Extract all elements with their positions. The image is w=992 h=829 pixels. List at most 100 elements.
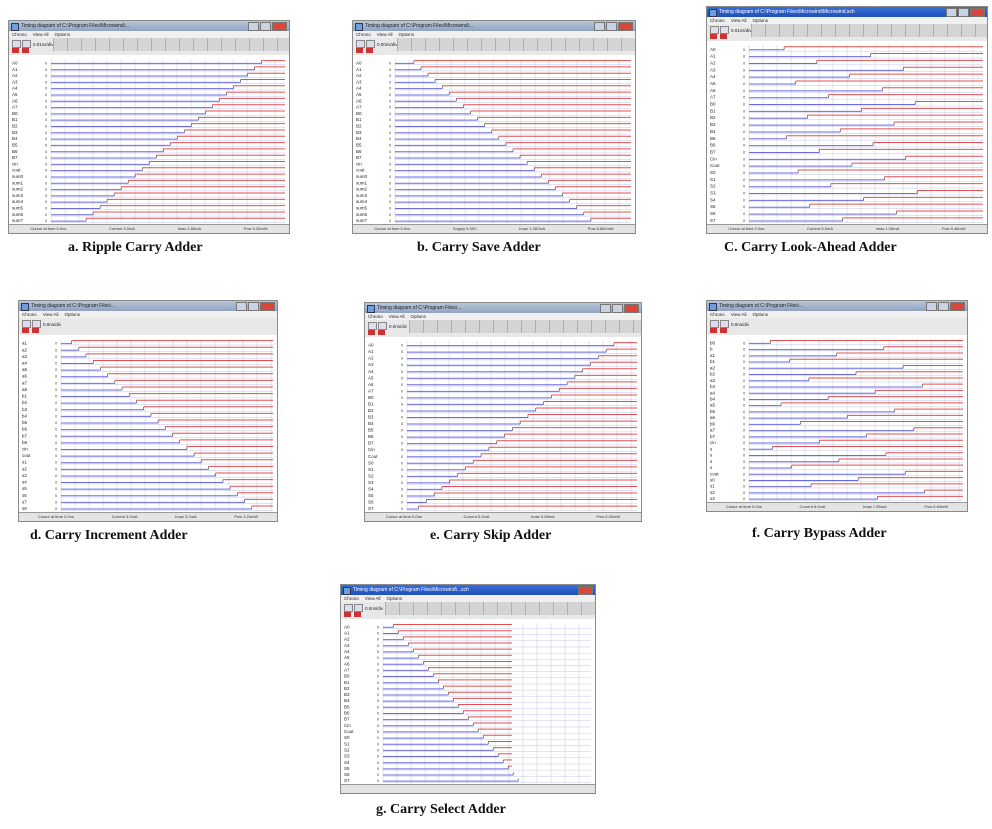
menu-chrono[interactable]: Chrono — [356, 32, 371, 37]
right-arrow-icon[interactable] — [22, 48, 29, 53]
zoom-in-button[interactable] — [356, 40, 365, 48]
zoom-out-button[interactable] — [720, 320, 729, 328]
zoom-in-button[interactable] — [710, 320, 719, 328]
window-titlebar[interactable]: Timing diagram of C:\Program Files\... — [707, 301, 967, 311]
left-arrow-icon[interactable] — [344, 612, 351, 617]
menu-chrono[interactable]: Chrono — [344, 596, 359, 601]
signal-area: A0 0 A1 0 A2 0 A3 0 A4 0 A5 0 A6 0 A7 0 B0 0 B1 0 B2 0 B3 0 B4 0 B… — [341, 619, 595, 785]
zoom-in-button[interactable] — [710, 26, 719, 34]
menu-view-all[interactable]: View All — [32, 32, 49, 37]
minimize-button[interactable] — [946, 8, 957, 17]
caption: b. Carry Save Adder — [417, 240, 541, 255]
zoom-out-button[interactable] — [32, 320, 41, 328]
signal-initial-value: 0 — [389, 98, 392, 103]
signal-label: A7 — [710, 95, 716, 100]
zoom-in-button[interactable] — [368, 322, 377, 330]
menu-view-all[interactable]: View All — [364, 596, 381, 601]
right-arrow-icon[interactable] — [720, 34, 727, 39]
menu-options[interactable]: Options — [398, 32, 414, 37]
close-button[interactable] — [950, 302, 965, 311]
close-button[interactable] — [624, 304, 639, 313]
menu-chrono[interactable]: Chrono — [710, 18, 725, 23]
timing-window[interactable]: Timing diagram of C:\Program Files\... C… — [364, 302, 642, 522]
left-arrow-icon[interactable] — [368, 330, 375, 335]
timing-window[interactable]: Timing diagram of C:\Program Files\Micro… — [706, 6, 988, 234]
left-arrow-icon[interactable] — [12, 48, 19, 53]
minimize-button[interactable] — [594, 22, 605, 31]
signal-label: B3 — [12, 130, 18, 135]
close-button[interactable] — [970, 8, 985, 17]
close-button[interactable] — [618, 22, 633, 31]
right-arrow-icon[interactable] — [378, 330, 385, 335]
left-arrow-icon[interactable] — [710, 328, 717, 333]
minimize-button[interactable] — [236, 302, 247, 311]
menu-options[interactable]: Options — [64, 312, 80, 317]
signal-initial-value: 0 — [389, 180, 392, 185]
window-titlebar[interactable]: Timing diagram of C:\Program Files\Micro… — [353, 21, 635, 31]
zoom-out-button[interactable] — [366, 40, 375, 48]
menu-chrono[interactable]: Chrono — [22, 312, 37, 317]
waveform-plot: b0 0b 0a1 0b1 0a2 0b2 0a3 0b3 0a4 0b4 0a5 0b5 0a6 0b6… — [710, 339, 963, 501]
signal-label: A7 — [12, 105, 18, 110]
menu-options[interactable]: Options — [386, 596, 402, 601]
zoom-out-button[interactable] — [720, 26, 729, 34]
right-arrow-icon[interactable] — [32, 328, 39, 333]
timing-window[interactable]: Timing diagram of C:\Program Files\... C… — [18, 300, 278, 522]
menu-view-all[interactable]: View All — [730, 18, 747, 23]
maximize-button[interactable] — [260, 22, 271, 31]
zoom-in-button[interactable] — [344, 604, 353, 612]
window-titlebar[interactable]: Timing diagram of C:\Program Files\Micro… — [707, 7, 987, 17]
close-button[interactable] — [578, 586, 593, 595]
signal-initial-value: 0 — [389, 92, 392, 97]
timing-window[interactable]: Timing diagram of C:\Program Files\Micro… — [352, 20, 636, 234]
menu-view-all[interactable]: View All — [730, 312, 747, 317]
menu-options[interactable]: Options — [54, 32, 70, 37]
maximize-button[interactable] — [248, 302, 259, 311]
minimize-button[interactable] — [600, 304, 611, 313]
window-titlebar[interactable]: Timing diagram of C:\Program Files\... — [19, 301, 277, 311]
left-arrow-icon[interactable] — [710, 34, 717, 39]
zoom-out-button[interactable] — [22, 40, 31, 48]
signal-initial-value: 0 — [743, 129, 746, 134]
zoom-out-button[interactable] — [354, 604, 363, 612]
maximize-button[interactable] — [938, 302, 949, 311]
right-arrow-icon[interactable] — [366, 48, 373, 53]
right-arrow-icon[interactable] — [354, 612, 361, 617]
maximize-button[interactable] — [958, 8, 969, 17]
signal-initial-value: 0 — [377, 747, 380, 752]
zoom-out-button[interactable] — [378, 322, 387, 330]
menu-chrono[interactable]: Chrono — [710, 312, 725, 317]
minimize-button[interactable] — [248, 22, 259, 31]
menu-view-all[interactable]: View All — [388, 314, 405, 319]
window-titlebar[interactable]: Timing diagram of C:\Program Files\Micro… — [9, 21, 289, 31]
zoom-in-button[interactable] — [22, 320, 31, 328]
signal-label: A7 — [356, 105, 362, 110]
menu-options[interactable]: Options — [752, 18, 768, 23]
window-titlebar[interactable]: Timing diagram of C:\Program Files\Micro… — [341, 585, 595, 595]
window-titlebar[interactable]: Timing diagram of C:\Program Files\... — [365, 303, 641, 313]
signal-area: A0 0 A1 0 A2 0 A3 0 A4 0 A5 0 A6 0 A7 0 B0 0 B1 0 B2 0 B3 0 B4 0 B… — [9, 55, 289, 225]
window-title: Timing diagram of C:\Program Files\... — [719, 303, 804, 309]
right-arrow-icon[interactable] — [720, 328, 727, 333]
timing-window[interactable]: Timing diagram of C:\Program Files\Micro… — [8, 20, 290, 234]
app-icon — [367, 305, 375, 313]
timing-window[interactable]: Timing diagram of C:\Program Files\Micro… — [340, 584, 596, 794]
close-button[interactable] — [272, 22, 287, 31]
maximize-button[interactable] — [612, 304, 623, 313]
signal-label: B0 — [710, 102, 716, 107]
menu-view-all[interactable]: View All — [376, 32, 393, 37]
menu-chrono[interactable]: Chrono — [368, 314, 383, 319]
left-arrow-icon[interactable] — [22, 328, 29, 333]
signal-initial-value: 0 — [55, 420, 58, 425]
menu-chrono[interactable]: Chrono — [12, 32, 27, 37]
menu-view-all[interactable]: View All — [42, 312, 59, 317]
left-arrow-icon[interactable] — [356, 48, 363, 53]
zoom-in-button[interactable] — [12, 40, 21, 48]
signal-initial-value: 0 — [45, 180, 48, 185]
minimize-button[interactable] — [926, 302, 937, 311]
menu-options[interactable]: Options — [752, 312, 768, 317]
maximize-button[interactable] — [606, 22, 617, 31]
timing-window[interactable]: Timing diagram of C:\Program Files\... C… — [706, 300, 968, 512]
close-button[interactable] — [260, 302, 275, 311]
menu-options[interactable]: Options — [410, 314, 426, 319]
